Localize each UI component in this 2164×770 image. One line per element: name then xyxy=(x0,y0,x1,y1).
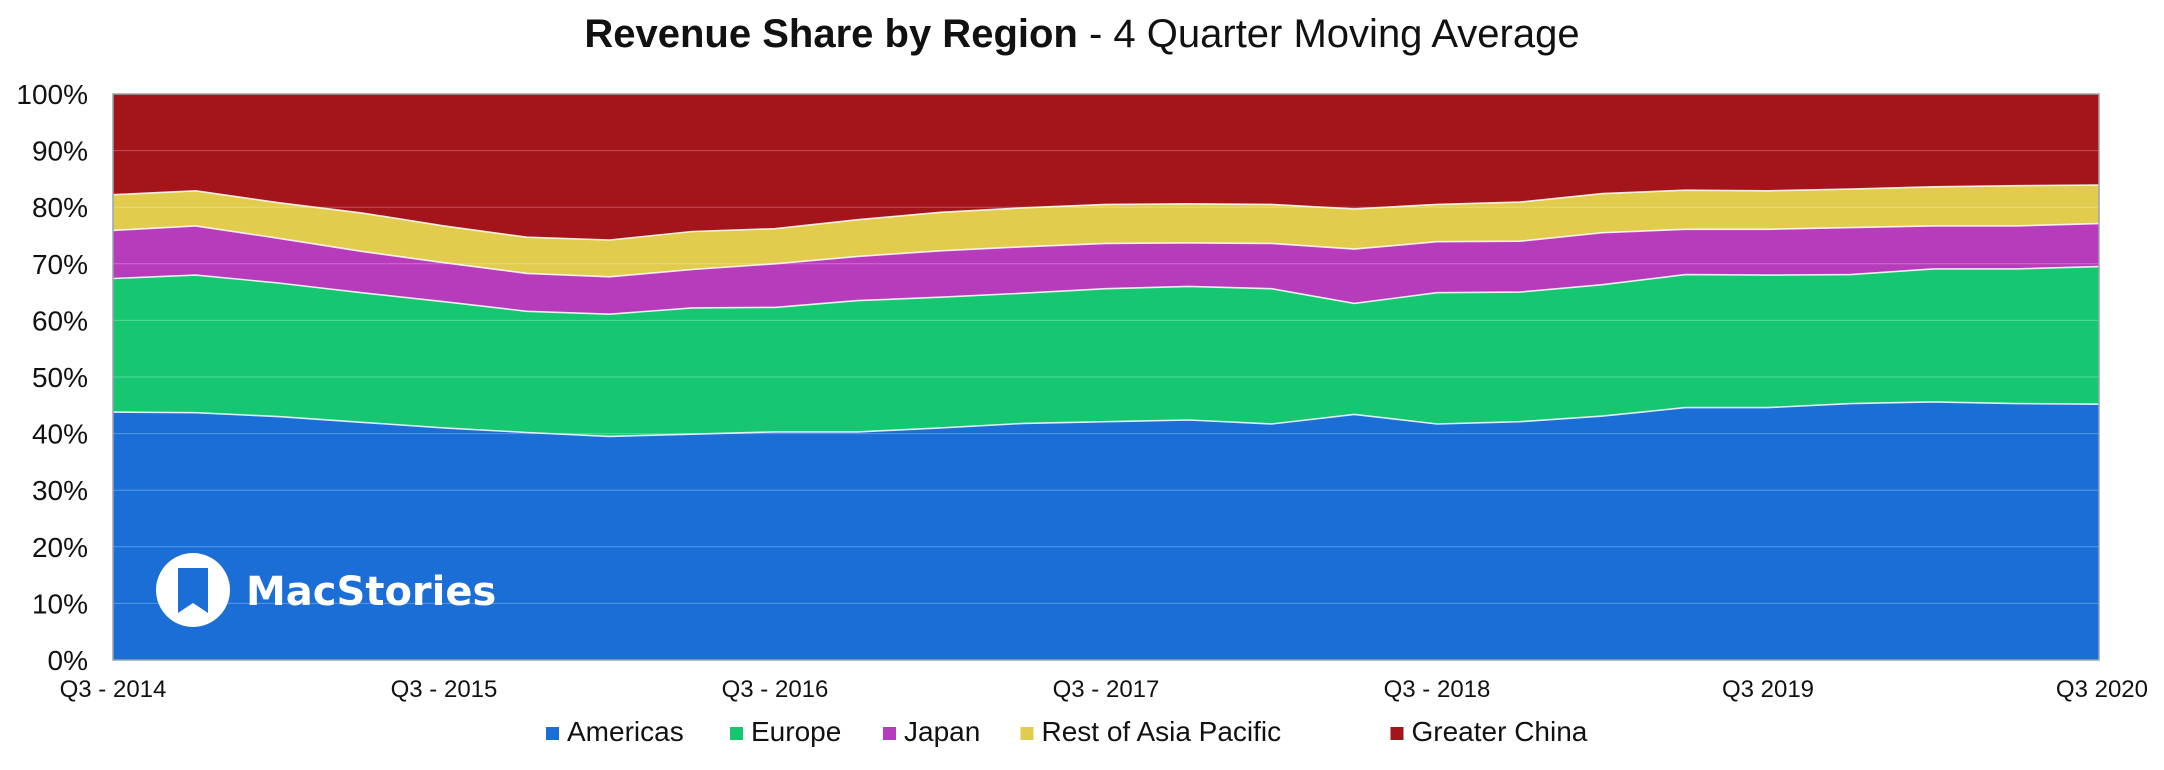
y-tick-label: 60% xyxy=(32,305,88,336)
chart-subtitle: 4 Quarter Moving Average xyxy=(1113,12,1580,56)
x-tick-label: Q3 - 2017 xyxy=(1053,676,1160,703)
x-tick-label: Q3 - 2018 xyxy=(1384,676,1491,703)
area-rest-of-asia-pacific xyxy=(113,185,2099,277)
area-japan xyxy=(113,223,2099,315)
chart-title-separator: - xyxy=(1077,12,1114,56)
boundary-americas xyxy=(112,401,2100,438)
legend-swatch-greater-china xyxy=(1390,727,1404,740)
x-tick-label: Q3 - 2016 xyxy=(722,676,829,703)
watermark-text: MacStories xyxy=(246,569,496,615)
bookmark-icon xyxy=(178,568,208,613)
legend-swatch-japan xyxy=(883,727,896,740)
legend-swatch-europe xyxy=(730,727,743,740)
series-boundaries xyxy=(112,184,2100,438)
plot-border xyxy=(112,93,2100,661)
y-tick-label: 90% xyxy=(32,136,88,167)
y-tick-label: 50% xyxy=(32,362,88,393)
legend-label-europe: Europe xyxy=(751,716,841,747)
y-tick-label: 70% xyxy=(32,249,88,280)
legend-label-americas: Americas xyxy=(567,716,684,747)
macstories-watermark: MacStories xyxy=(156,553,496,627)
legend-swatch-americas xyxy=(546,727,559,740)
area-greater-china xyxy=(113,94,2099,240)
y-tick-label: 10% xyxy=(32,588,88,619)
legend: Americas Europe Japan Rest of Asia Pacific G… xyxy=(546,716,1588,747)
gridlines xyxy=(113,150,2099,604)
legend-label-rest-of-asia-pacific: Rest of Asia Pacific xyxy=(1042,716,1282,747)
chart-title-main: Revenue Share by Region xyxy=(584,12,1078,56)
boundary-europe xyxy=(112,265,2100,316)
x-tick-label: Q3 - 2014 xyxy=(60,676,167,703)
x-tick-label: Q3 2020 xyxy=(2056,676,2148,703)
x-tick-label: Q3 - 2015 xyxy=(391,676,498,703)
y-tick-label: 100% xyxy=(16,79,88,110)
legend-swatch-rest-of-asia-pacific xyxy=(1020,727,1034,740)
boundary-rest-of-asia-pacific xyxy=(112,184,2100,241)
x-axis-ticks: Q3 - 2014 Q3 - 2015 Q3 - 2016 Q3 - 2017 Q3 -… xyxy=(60,676,2148,703)
area-americas xyxy=(113,401,2099,660)
y-tick-label: 30% xyxy=(32,475,88,506)
x-tick-label: Q3 2019 xyxy=(1722,676,1814,703)
chart-title: Revenue Share by Region - 4 Quarter Movi… xyxy=(0,12,2164,57)
y-tick-label: 80% xyxy=(32,192,88,223)
area-series-group xyxy=(113,94,2099,660)
area-europe xyxy=(113,266,2099,437)
legend-label-japan: Japan xyxy=(904,716,980,747)
y-axis-ticks: 0% 10% 20% 30% 40% 50% 60% 70% 80% 90% 100% xyxy=(16,79,88,676)
legend-label-greater-china: Greater China xyxy=(1412,716,1588,747)
y-tick-label: 40% xyxy=(32,419,88,450)
y-tick-label: 20% xyxy=(32,532,88,563)
boundary-japan xyxy=(112,222,2100,278)
y-tick-label: 0% xyxy=(48,645,88,676)
